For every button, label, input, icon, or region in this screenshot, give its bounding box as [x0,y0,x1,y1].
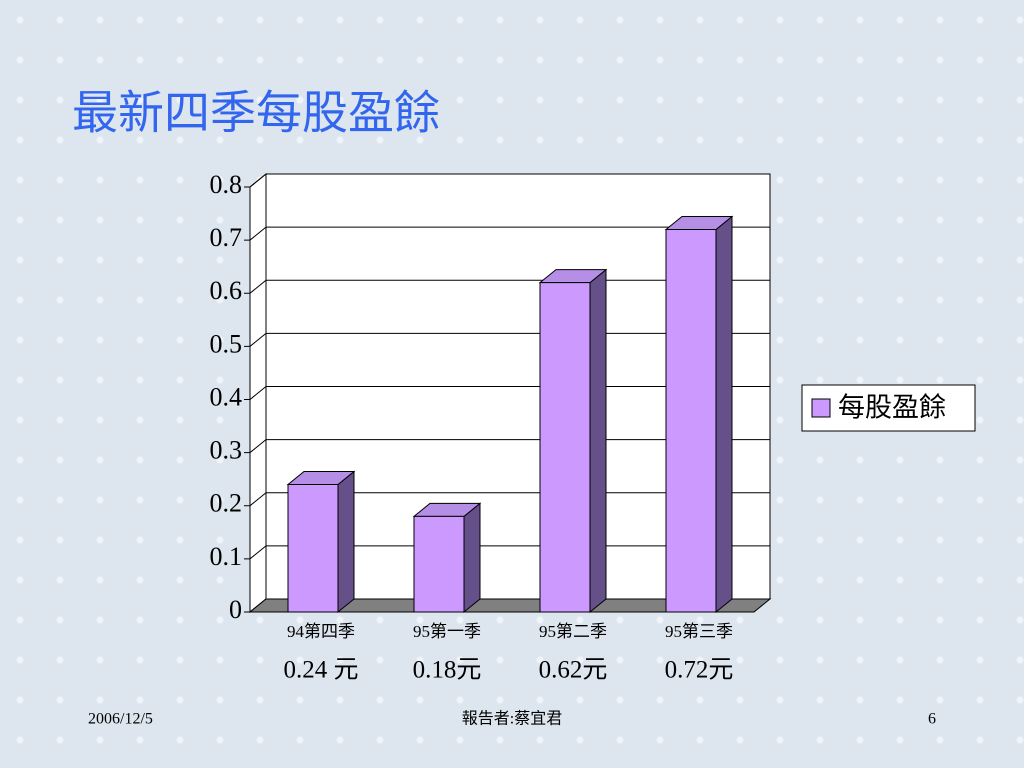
bar-side [337,470,355,614]
legend-swatch [811,398,831,418]
footer-date: 2006/12/5 [88,711,153,728]
bar-front [665,229,717,613]
grid-line [249,226,770,241]
bar [538,268,608,614]
footer-presenter: 報告者:蔡宜君 [462,710,562,728]
y-tick-label: 0.6 [210,276,243,305]
grid-line [249,173,770,188]
y-tick-label: 0.2 [210,489,243,518]
value-label: 0.62元 [539,657,608,684]
y-tick-label: 0.4 [210,382,243,411]
value-label: 0.24 元 [283,657,358,684]
bar [412,502,482,614]
bar-front [287,484,339,613]
bar-side [589,268,607,614]
x-tick-label: 95第一季 [413,622,481,641]
value-label: 0.18元 [413,657,482,684]
value-label: 0.72元 [665,657,734,684]
bar-side [463,502,481,614]
y-tick-label: 0.1 [210,542,243,571]
legend-label: 每股盈餘 [838,393,946,424]
footer-page: 6 [928,711,936,728]
bar [286,470,356,614]
x-tick-label: 95第二季 [539,622,607,641]
x-tick-label: 94第四季 [287,622,355,641]
bar [664,215,734,614]
legend-box [801,384,976,432]
y-tick-label: 0.8 [210,170,243,199]
y-tick-label: 0.7 [210,223,243,252]
bar-front [413,515,465,613]
bar-side [715,215,733,614]
y-tick-label: 0.5 [210,329,243,358]
y-tick-label: 0.3 [210,436,243,465]
x-tick-label: 95第三季 [665,622,733,641]
y-tick-label: 0 [229,595,242,624]
bar-front [539,282,591,613]
slide-title: 最新四季每股盈餘 [72,86,440,140]
